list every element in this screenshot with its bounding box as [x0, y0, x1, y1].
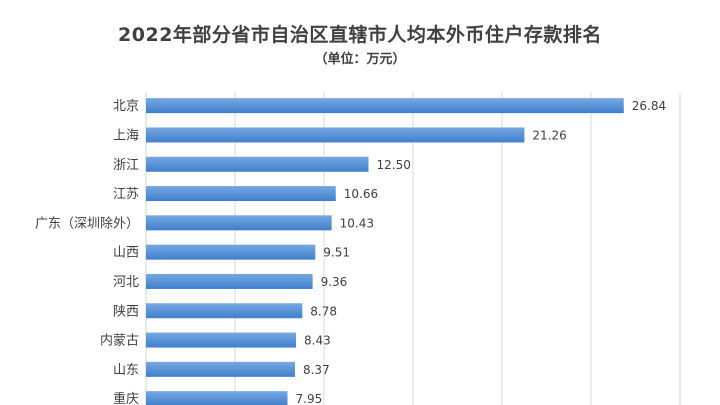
value-label: 8.43 [304, 334, 331, 348]
value-label: 12.50 [377, 158, 411, 172]
chart-title: 2022年部分省市自治区直辖市人均本外币住户存款排名 [118, 24, 602, 46]
value-label: 8.78 [310, 304, 337, 318]
bar [146, 332, 297, 348]
value-label: 21.26 [532, 128, 566, 142]
value-label: 7.95 [296, 392, 323, 405]
bar [146, 98, 624, 114]
category-label: 内蒙古 [100, 333, 139, 349]
bar [146, 303, 303, 319]
category-label: 陕西 [113, 304, 139, 319]
bar [146, 127, 525, 143]
category-label: 广东（深圳除外） [35, 216, 139, 231]
category-label: 河北 [113, 275, 139, 290]
bar [146, 244, 316, 260]
value-label: 26.84 [632, 99, 666, 113]
bars [146, 98, 624, 405]
value-label: 10.66 [344, 187, 378, 201]
category-label: 北京 [113, 99, 139, 114]
category-label: 上海 [113, 128, 139, 143]
bar [146, 273, 313, 289]
bar [146, 361, 295, 377]
chart-subtitle: （单位：万元） [314, 52, 406, 67]
bar [146, 186, 336, 202]
category-label: 重庆 [113, 391, 139, 405]
value-label: 9.36 [321, 275, 348, 289]
category-label: 浙江 [113, 158, 139, 173]
value-label: 9.51 [323, 246, 350, 260]
value-label: 8.37 [303, 363, 330, 377]
category-label: 江苏 [113, 186, 139, 202]
value-label: 10.43 [340, 216, 374, 230]
category-label: 山东 [113, 363, 139, 378]
bar [146, 215, 332, 231]
category-label: 山西 [113, 246, 139, 261]
labels: 北京 26.84 上海 21.26 浙江 12.50 江苏 10.66 广东（深圳除外） 10.4… [35, 99, 666, 405]
bar [146, 391, 288, 405]
bar [146, 156, 369, 172]
